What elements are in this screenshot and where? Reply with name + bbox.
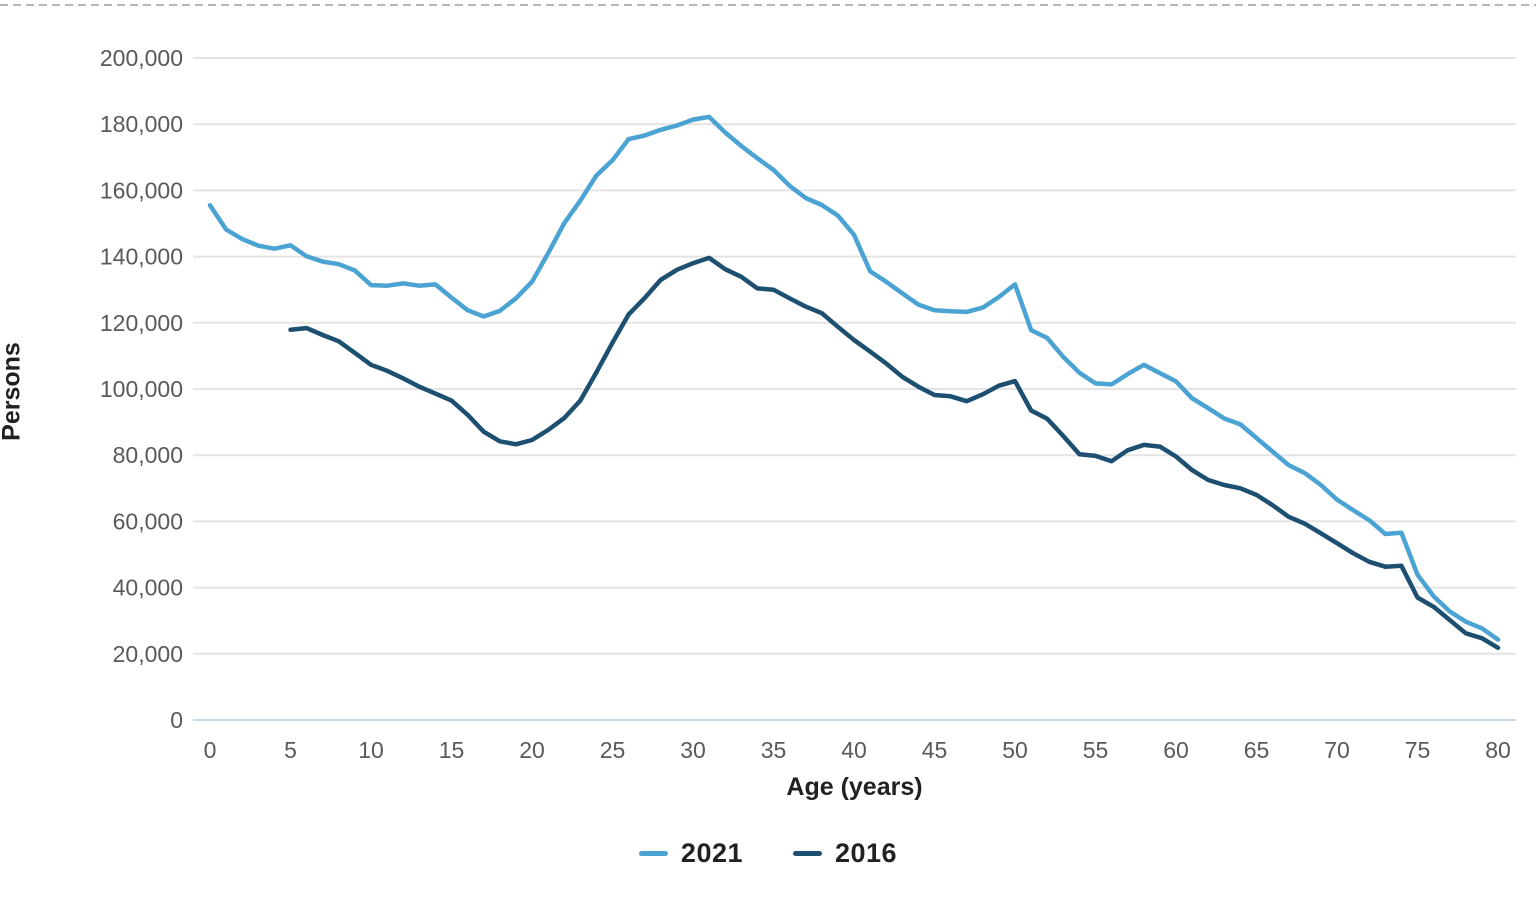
x-tick-label: 75 [1405, 737, 1431, 763]
y-tick-label: 100,000 [100, 376, 183, 402]
x-tick-label: 15 [439, 737, 465, 763]
x-tick-label: 35 [761, 737, 787, 763]
x-tick-label: 5 [284, 737, 297, 763]
legend-label-2021: 2021 [680, 838, 743, 868]
x-tick-label: 60 [1163, 737, 1189, 763]
y-tick-label: 0 [170, 707, 183, 733]
legend-item-2016[interactable]: 2016 [793, 838, 897, 869]
x-tick-label: 20 [519, 737, 545, 763]
x-tick-label: 30 [680, 737, 706, 763]
legend-swatch-2021 [638, 851, 668, 856]
legend-swatch-2016 [793, 851, 822, 856]
x-tick-label: 70 [1324, 737, 1350, 763]
x-tick-labels: 0 5 10 15 20 25 30 35 40 45 50 55 60 65 70 75 80 [204, 737, 1511, 763]
y-tick-labels: 0 20,000 40,000 60,000 80,000 100,000 120,000 1… [100, 45, 183, 733]
x-tick-label: 10 [358, 737, 384, 763]
x-tick-label: 40 [841, 737, 867, 763]
x-tick-label: 0 [204, 737, 217, 763]
x-tick-label: 55 [1083, 737, 1109, 763]
x-tick-label: 25 [600, 737, 626, 763]
series-line-2016 [288, 255, 1501, 651]
x-tick-label: 50 [1002, 737, 1028, 763]
series-lines [207, 114, 1501, 651]
x-tick-label: 80 [1485, 737, 1511, 763]
y-tick-label: 60,000 [113, 508, 183, 534]
legend-label-2016: 2016 [835, 838, 898, 868]
gridlines [193, 57, 1516, 721]
series-line-2021 [207, 114, 1501, 642]
legend: 2021 2016 [0, 838, 1536, 869]
y-tick-label: 120,000 [100, 310, 183, 336]
y-tick-label: 40,000 [113, 575, 183, 601]
y-tick-label: 80,000 [113, 442, 183, 468]
y-tick-label: 160,000 [100, 177, 183, 203]
y-tick-label: 20,000 [113, 641, 183, 667]
x-axis-title: Age (years) [786, 773, 923, 801]
y-tick-label: 180,000 [100, 111, 183, 137]
x-tick-label: 45 [922, 737, 948, 763]
x-tick-label: 65 [1244, 737, 1270, 763]
y-tick-label: 200,000 [100, 45, 183, 71]
y-tick-label: 140,000 [100, 244, 183, 270]
y-axis-title: Persons [0, 342, 26, 441]
legend-item-2021[interactable]: 2021 [638, 838, 743, 869]
